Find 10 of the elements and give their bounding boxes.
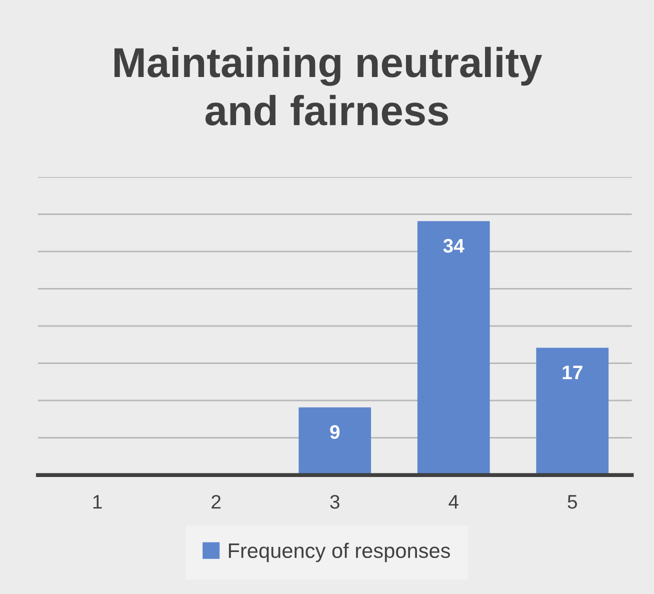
data-label: 34 — [443, 238, 464, 253]
x-tick-label: 5 — [568, 495, 577, 509]
x-tick-label: 1 — [93, 495, 102, 509]
data-label: 9 — [330, 425, 340, 439]
chart-title: Maintaining neutrality and fairness — [114, 46, 542, 126]
data-label: 17 — [562, 366, 582, 380]
legend-label: Frequency of responses — [228, 542, 450, 562]
x-tick-label: 2 — [212, 494, 221, 509]
x-tick-label: 4 — [448, 495, 458, 509]
x-tick-label: 3 — [330, 494, 340, 509]
